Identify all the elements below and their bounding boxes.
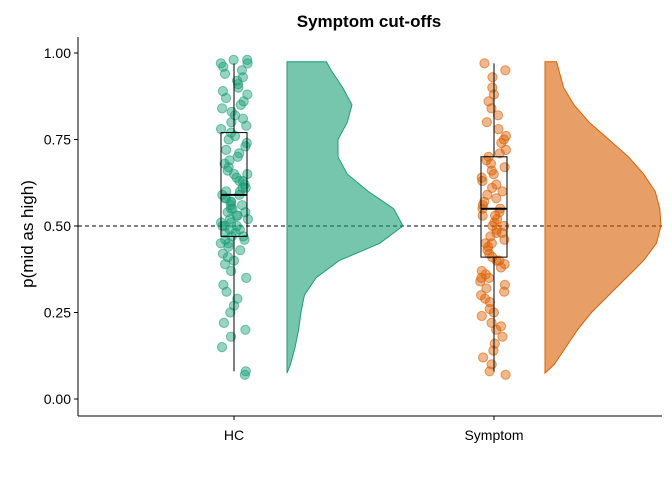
data-point: [487, 72, 498, 83]
y-tick-label: 0.25: [44, 305, 71, 321]
y-tick-label: 0.00: [44, 391, 71, 407]
data-point: [234, 148, 245, 159]
data-point: [494, 207, 505, 218]
data-point: [232, 293, 243, 304]
data-point: [242, 54, 253, 66]
data-point: [236, 65, 247, 76]
y-axis-title: p(mid as high): [18, 180, 37, 288]
data-point: [486, 317, 497, 328]
data-point: [216, 342, 228, 353]
data-point: [481, 283, 492, 294]
plot-area: [78, 54, 662, 380]
x-tick-label: HC: [224, 427, 244, 443]
data-point: [500, 65, 511, 76]
data-point: [240, 366, 251, 377]
data-point: [483, 96, 494, 107]
data-point: [481, 117, 492, 128]
data-point: [231, 220, 242, 232]
data-point: [235, 245, 246, 256]
data-point: [240, 324, 251, 335]
data-point: [476, 172, 487, 183]
box-iqr: [220, 132, 248, 237]
data-point: [217, 248, 228, 259]
data-point: [476, 290, 487, 301]
data-point: [491, 179, 502, 190]
data-point: [493, 124, 504, 135]
x-tick-label: Symptom: [464, 427, 523, 443]
data-point: [241, 272, 252, 283]
data-point: [494, 148, 505, 159]
data-point: [476, 310, 487, 322]
y-tick-label: 0.50: [44, 218, 71, 234]
data-point: [242, 89, 253, 100]
y-tick-label: 1.00: [44, 45, 71, 61]
data-point: [237, 200, 248, 211]
data-point: [221, 144, 232, 155]
data-point: [222, 252, 233, 263]
data-point: [476, 265, 487, 277]
data-point: [480, 293, 491, 304]
data-point: [499, 162, 510, 173]
data-point: [215, 58, 226, 69]
box-iqr: [480, 156, 508, 258]
data-point: [500, 130, 511, 142]
data-point: [478, 352, 489, 363]
data-point: [495, 321, 507, 332]
data-point: [242, 58, 253, 69]
data-point: [225, 200, 236, 211]
data-point: [498, 220, 510, 232]
data-point: [491, 193, 502, 204]
data-point: [500, 144, 511, 155]
data-point: [487, 82, 498, 93]
data-point: [228, 54, 239, 66]
data-point: [232, 75, 243, 86]
data-point: [497, 331, 508, 342]
axes: 0.00 0.25 0.50 0.75 1.00 HC Symptom: [44, 37, 662, 443]
chart-title: Symptom cut-offs: [297, 12, 442, 31]
data-point: [218, 317, 229, 328]
data-point: [225, 331, 237, 342]
data-point: [218, 279, 229, 290]
series-hc: [215, 54, 404, 380]
data-point: [486, 359, 497, 370]
data-point: [482, 189, 493, 200]
data-point: [226, 265, 237, 277]
data-point: [217, 103, 228, 114]
data-point: [226, 106, 237, 117]
data-point: [477, 175, 488, 187]
density-violin: [544, 61, 662, 375]
data-point: [499, 279, 510, 290]
data-point: [479, 58, 490, 69]
density-violin: [286, 61, 404, 374]
y-tick-label: 0.75: [44, 132, 71, 148]
data-point: [217, 86, 228, 97]
data-point: [492, 110, 504, 121]
data-point: [219, 158, 230, 169]
data-point: [500, 369, 511, 380]
data-point: [221, 186, 232, 197]
series-symptom: [475, 58, 662, 380]
data-point: [485, 231, 496, 242]
data-point: [489, 338, 500, 349]
